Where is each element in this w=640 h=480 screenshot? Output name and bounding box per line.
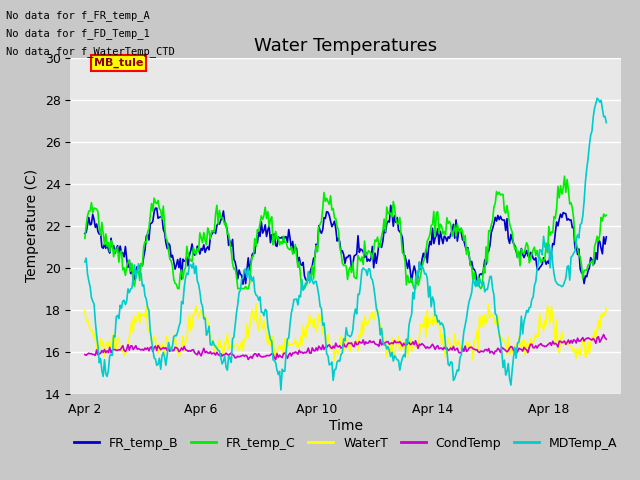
- FR_temp_B: [387, 203, 394, 208]
- WaterT: [144, 325, 152, 331]
- Text: MB_tule: MB_tule: [93, 58, 143, 68]
- FR_temp_C: [289, 251, 296, 257]
- CondTemp: [144, 345, 152, 351]
- FR_temp_B: [463, 248, 470, 253]
- WaterT: [485, 301, 493, 307]
- WaterT: [602, 305, 610, 311]
- FR_temp_C: [410, 286, 418, 291]
- CondTemp: [459, 345, 467, 351]
- MDTemp_A: [593, 96, 601, 101]
- CondTemp: [251, 351, 259, 357]
- MDTemp_A: [251, 288, 259, 294]
- Line: MDTemp_A: MDTemp_A: [85, 98, 606, 390]
- MDTemp_A: [81, 259, 89, 265]
- FR_temp_C: [144, 229, 152, 235]
- Text: No data for f_WaterTemp_CTD: No data for f_WaterTemp_CTD: [6, 46, 175, 57]
- FR_temp_B: [81, 230, 89, 236]
- FR_temp_C: [252, 243, 260, 249]
- Line: FR_temp_B: FR_temp_B: [85, 205, 606, 284]
- FR_temp_C: [561, 173, 568, 179]
- FR_temp_C: [81, 236, 89, 241]
- CondTemp: [289, 350, 296, 356]
- FR_temp_B: [239, 281, 247, 287]
- CondTemp: [461, 343, 469, 349]
- Legend: FR_temp_B, FR_temp_C, WaterT, CondTemp, MDTemp_A: FR_temp_B, FR_temp_C, WaterT, CondTemp, …: [69, 432, 622, 455]
- Text: No data for f_FD_Temp_1: No data for f_FD_Temp_1: [6, 28, 150, 39]
- FR_temp_C: [459, 229, 467, 235]
- MDTemp_A: [459, 341, 467, 347]
- FR_temp_C: [461, 232, 469, 238]
- CondTemp: [272, 357, 280, 362]
- WaterT: [81, 308, 89, 314]
- X-axis label: Time: Time: [328, 419, 363, 433]
- Text: No data for f_FR_temp_A: No data for f_FR_temp_A: [6, 10, 150, 21]
- FR_temp_B: [289, 239, 296, 244]
- WaterT: [251, 317, 259, 323]
- CondTemp: [600, 332, 607, 337]
- FR_temp_B: [602, 234, 610, 240]
- MDTemp_A: [461, 322, 469, 328]
- WaterT: [410, 341, 418, 347]
- CondTemp: [602, 336, 610, 342]
- Line: CondTemp: CondTemp: [85, 335, 606, 360]
- Line: FR_temp_C: FR_temp_C: [85, 176, 606, 288]
- CondTemp: [81, 352, 89, 358]
- Line: WaterT: WaterT: [85, 304, 606, 360]
- FR_temp_B: [460, 238, 468, 243]
- FR_temp_B: [412, 268, 419, 274]
- WaterT: [331, 358, 339, 363]
- FR_temp_B: [252, 238, 260, 243]
- MDTemp_A: [410, 296, 418, 302]
- MDTemp_A: [144, 305, 152, 311]
- WaterT: [461, 345, 469, 350]
- MDTemp_A: [602, 120, 610, 125]
- MDTemp_A: [289, 304, 296, 310]
- CondTemp: [410, 342, 418, 348]
- WaterT: [459, 346, 467, 351]
- FR_temp_C: [602, 212, 610, 218]
- FR_temp_B: [144, 231, 152, 237]
- WaterT: [287, 341, 295, 347]
- Y-axis label: Temperature (C): Temperature (C): [25, 169, 39, 282]
- FR_temp_C: [174, 286, 182, 291]
- Title: Water Temperatures: Water Temperatures: [254, 36, 437, 55]
- MDTemp_A: [277, 387, 285, 393]
